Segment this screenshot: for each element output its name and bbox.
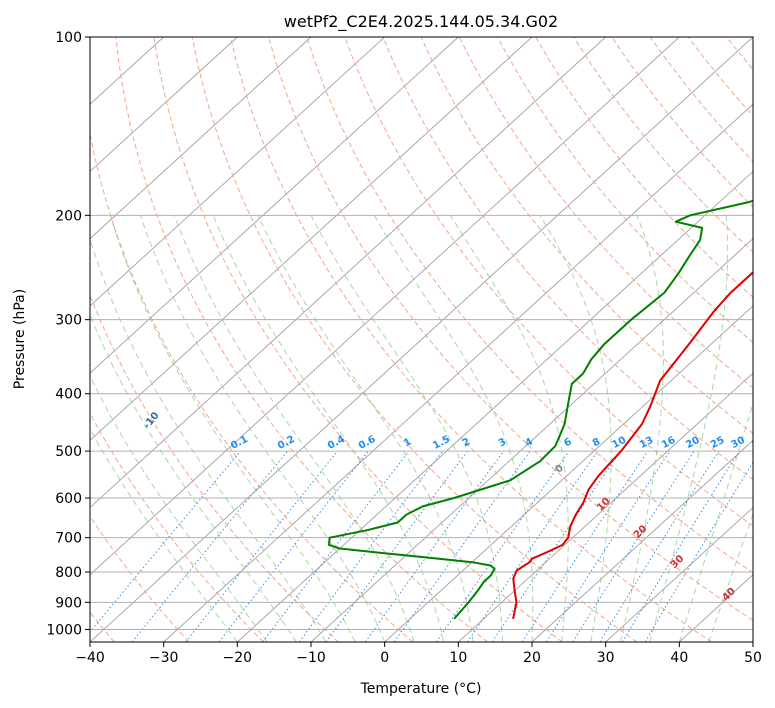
moist-adiabat-line xyxy=(373,215,534,642)
mixing-ratio-label: 8 xyxy=(591,436,602,449)
x-tick-label: 40 xyxy=(670,650,688,666)
isotherm-line xyxy=(90,37,238,173)
isotherm-line xyxy=(605,506,753,642)
dry-adiabat-line xyxy=(115,37,488,642)
mixing-ratio-line xyxy=(364,450,505,642)
chart-title: wetPf2_C2E4.2025.144.05.34.G02 xyxy=(284,12,558,32)
mixing-ratio-label: 36 xyxy=(750,435,767,451)
y-tick-label: 400 xyxy=(55,387,82,403)
y-tick-label: 200 xyxy=(55,208,82,224)
mixing-ratio-label: 6 xyxy=(562,436,573,449)
y-tick-label: 300 xyxy=(55,313,82,329)
mixing-ratio-line xyxy=(325,450,468,642)
y-tick-label: 100 xyxy=(55,30,82,46)
y-tick-label: 500 xyxy=(55,444,82,460)
y-tick-label: 600 xyxy=(55,491,82,507)
moist-adiabat-line xyxy=(310,215,503,642)
isotherm-line xyxy=(90,37,753,642)
mixing-ratio-line xyxy=(521,450,649,642)
y-tick-label: 1000 xyxy=(46,622,82,638)
x-tick-label: 20 xyxy=(523,650,541,666)
moist-adiabat-line xyxy=(619,215,664,642)
mixing-ratio-line xyxy=(131,450,288,642)
y-axis-ticks: 100 200 300 400 500 600 700 800 900 1000 xyxy=(46,30,90,638)
x-tick-label: −20 xyxy=(223,650,253,666)
dry-adiabat-line xyxy=(268,37,753,622)
dry-adiabat-line xyxy=(229,37,712,642)
mixing-ratio-line xyxy=(572,450,695,642)
mixing-ratio-label: 1 xyxy=(402,436,413,449)
isotherm-line xyxy=(531,439,753,642)
mixing-ratio-label: 2 xyxy=(461,436,472,449)
background-lines xyxy=(90,37,753,642)
mixing-ratio-line xyxy=(545,450,671,642)
dry-adiabat-line xyxy=(153,37,563,642)
y-tick-label: 800 xyxy=(55,565,82,581)
pressure-gridlines xyxy=(90,37,753,630)
dry-adiabat-line xyxy=(382,37,753,481)
isotherm-line xyxy=(90,37,533,441)
dry-adiabat-line xyxy=(535,37,753,298)
dry-adiabat-line xyxy=(90,131,414,642)
mixing-ratio-line xyxy=(185,450,338,642)
isotherm-line xyxy=(458,372,753,642)
mixing-ratio-line xyxy=(90,450,242,633)
isotherm-line xyxy=(384,305,753,642)
mixing-ratio-label: 3 xyxy=(497,436,508,449)
isotherm-line xyxy=(90,37,459,374)
x-tick-label: 10 xyxy=(449,650,467,666)
moist-adiabat-line xyxy=(140,215,386,642)
moist-adiabat-line xyxy=(539,215,612,642)
moist-adiabat-line xyxy=(90,313,297,642)
moist-adiabat-line xyxy=(212,215,445,642)
dry-adiabat-line xyxy=(344,37,753,527)
isotherm-line xyxy=(90,37,606,509)
x-axis-ticks: −40 −30 −20 −10 0 10 20 30 40 50 xyxy=(75,642,762,666)
mixing-ratio-line xyxy=(491,450,621,642)
sounding-series xyxy=(328,199,753,620)
x-tick-label: −40 xyxy=(75,650,105,666)
y-axis-label: Pressure (hPa) xyxy=(12,289,28,389)
x-tick-label: 0 xyxy=(380,650,389,666)
isotherm-line xyxy=(90,37,680,576)
isotherm-line xyxy=(90,37,385,307)
moist-adiabat-line xyxy=(90,237,327,642)
plot-frame xyxy=(89,36,754,643)
mixing-ratio-label: 4 xyxy=(524,436,535,449)
dry-adiabat-line xyxy=(420,37,753,435)
dry-adiabat-line xyxy=(191,37,638,642)
x-axis-label: Temperature (°C) xyxy=(360,681,482,697)
isotherm-line xyxy=(237,170,753,642)
x-tick-label: −30 xyxy=(149,650,179,666)
dry-adiabat-line xyxy=(90,412,264,642)
mixing-ratio-line xyxy=(262,450,410,642)
dry-adiabat-line xyxy=(496,37,753,344)
moist-adiabat-line xyxy=(109,215,356,642)
mixing-ratio-line xyxy=(621,450,740,642)
y-tick-label: 700 xyxy=(55,531,82,547)
isotherm-line xyxy=(90,37,312,240)
profile-line xyxy=(512,271,753,620)
mixing-ratio-line xyxy=(467,450,599,642)
x-tick-label: −10 xyxy=(296,650,326,666)
mixing-ratio-line xyxy=(393,450,531,642)
moist-adiabat-line xyxy=(90,374,268,642)
profile-line xyxy=(328,199,753,620)
moist-adiabat-line xyxy=(257,215,474,642)
moist-adiabat-line xyxy=(449,215,569,642)
x-tick-label: 50 xyxy=(744,650,762,666)
y-tick-label: 900 xyxy=(55,595,82,611)
mixing-ratio-line xyxy=(298,450,444,642)
dry-adiabat-line xyxy=(306,37,753,574)
isotherm-line xyxy=(163,103,753,642)
x-tick-label: 30 xyxy=(597,650,615,666)
mixing-ratio-line xyxy=(435,450,570,642)
